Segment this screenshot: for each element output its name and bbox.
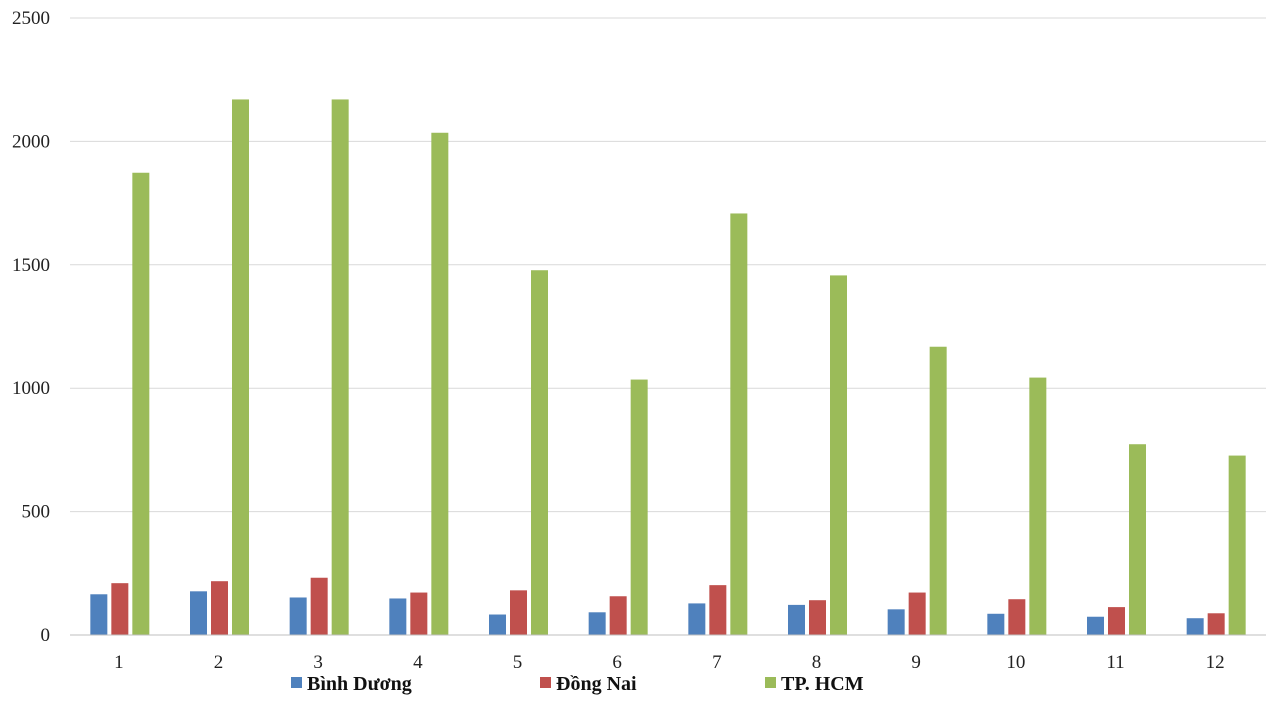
y-tick-label: 1500 <box>12 255 50 276</box>
bar-binh-duong <box>190 591 207 635</box>
bar-dong-nai <box>709 585 727 635</box>
legend-label: Đồng Nai <box>556 673 637 695</box>
x-tick-label: 1 <box>114 652 124 673</box>
legend-label: TP. HCM <box>781 673 864 695</box>
bar-binh-duong <box>1186 618 1204 635</box>
bar-tp-hcm <box>1228 455 1246 635</box>
legend-label: Bình Dương <box>307 673 412 695</box>
bar-tp-hcm <box>531 270 548 635</box>
bar-binh-duong <box>389 598 407 635</box>
bar-tp-hcm <box>1129 444 1146 635</box>
x-tick-label: 3 <box>313 652 323 673</box>
y-axis-ticks: 0 500 1000 1500 2000 2500 <box>12 8 50 646</box>
y-tick-label: 0 <box>41 625 51 646</box>
x-tick-label: 7 <box>712 652 722 673</box>
x-tick-label: 10 <box>1006 652 1025 673</box>
y-tick-label: 2000 <box>12 131 50 152</box>
gridlines <box>70 17 1266 513</box>
bars <box>90 99 1246 636</box>
bar-dong-nai <box>1108 607 1125 635</box>
x-tick-label: 8 <box>812 652 822 673</box>
bar-dong-nai <box>908 592 926 635</box>
legend: Bình Dương Đồng Nai TP. HCM <box>291 673 864 695</box>
bar-binh-duong <box>688 603 706 635</box>
bar-dong-nai <box>111 583 129 635</box>
x-tick-label: 4 <box>413 652 423 673</box>
bar-dong-nai <box>410 592 428 635</box>
x-tick-label: 2 <box>214 652 224 673</box>
bar-binh-duong <box>987 613 1005 635</box>
bar-dong-nai <box>609 596 627 635</box>
bar-binh-duong <box>289 597 307 635</box>
bar-tp-hcm <box>929 346 947 635</box>
bar-tp-hcm <box>431 132 449 635</box>
bar-binh-duong <box>788 604 805 635</box>
legend-swatch <box>765 677 776 688</box>
bar-binh-duong <box>588 612 606 635</box>
x-tick-label: 9 <box>911 652 921 673</box>
bar-dong-nai <box>211 581 228 635</box>
bar-dong-nai <box>510 590 527 635</box>
bar-tp-hcm <box>630 379 648 635</box>
bar-tp-hcm <box>1029 377 1047 635</box>
bar-dong-nai <box>809 600 826 635</box>
y-tick-label: 1000 <box>12 378 50 399</box>
bar-dong-nai <box>310 577 328 635</box>
bar-tp-hcm <box>132 172 150 636</box>
legend-item: TP. HCM <box>765 673 864 695</box>
x-tick-label: 6 <box>612 652 622 673</box>
y-tick-label: 500 <box>22 502 51 523</box>
legend-swatch <box>291 677 302 688</box>
bar-binh-duong <box>90 594 108 635</box>
x-tick-label: 5 <box>513 652 523 673</box>
bar-binh-duong <box>887 609 905 635</box>
legend-item: Bình Dương <box>291 673 412 695</box>
legend-swatch <box>540 677 551 688</box>
bar-binh-duong <box>1087 616 1104 635</box>
legend-item: Đồng Nai <box>540 673 637 695</box>
bar-dong-nai <box>1207 613 1225 635</box>
x-tick-label: 12 <box>1206 652 1225 673</box>
bar-tp-hcm <box>331 99 349 636</box>
bar-binh-duong <box>489 614 506 635</box>
x-axis-ticks: 1 2 3 4 5 6 7 8 9 10 11 12 <box>114 652 1225 673</box>
bar-tp-hcm <box>730 213 748 635</box>
bar-dong-nai <box>1008 599 1026 635</box>
x-tick-label: 11 <box>1106 652 1124 673</box>
y-tick-label: 2500 <box>12 8 50 29</box>
bar-tp-hcm <box>830 275 847 635</box>
bar-tp-hcm <box>232 99 249 636</box>
